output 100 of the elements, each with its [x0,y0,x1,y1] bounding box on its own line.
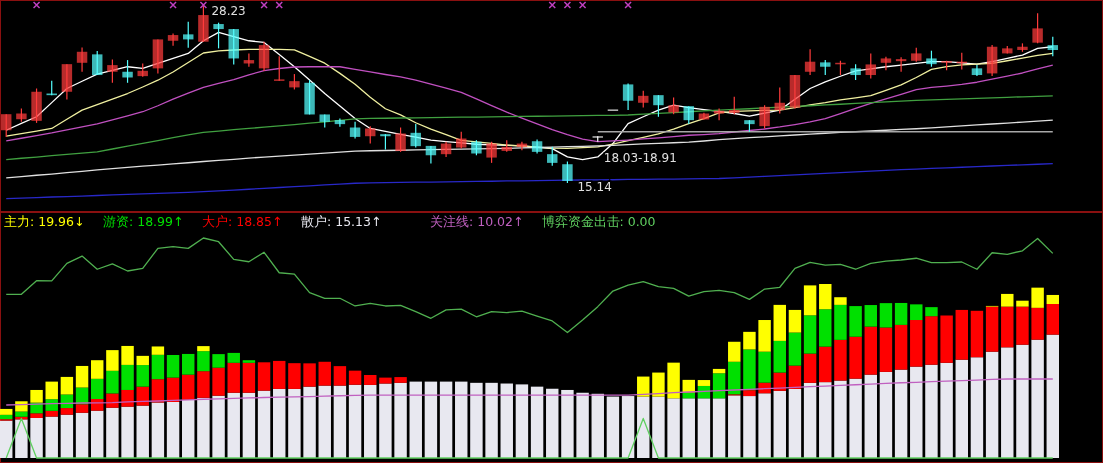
candlestick [547,146,558,167]
bar [546,388,559,458]
bar [455,381,468,458]
bar [667,398,680,458]
candlestick [258,41,270,72]
bar [15,411,28,417]
bar [303,386,316,458]
candlestick [122,59,133,84]
annotation: 15.14 [577,180,612,194]
bar [728,361,741,395]
bar [303,363,316,387]
bar [621,396,635,458]
bar [379,383,392,458]
candlestick [76,46,88,73]
bar [788,388,802,458]
bar [151,354,165,380]
bar [743,396,756,458]
bar [515,384,529,458]
text: 散户: 15.13↑ [301,214,382,229]
bar [0,420,13,458]
bar [894,369,908,458]
bar [803,382,817,458]
bar [743,349,756,391]
bar [682,398,695,458]
candlestick [713,107,725,121]
bar [1001,306,1014,348]
bar [166,377,180,402]
bar [182,399,195,458]
bar [288,388,301,458]
bar [1016,300,1029,307]
bar [788,365,802,389]
bar [333,385,347,458]
bar [773,390,786,458]
bar [30,413,43,418]
bar [242,362,256,393]
text: 主力: 19.96↓ [4,214,85,229]
bar [788,332,802,366]
candlestick [1047,36,1059,57]
bar [849,378,862,458]
candlestick [107,58,118,84]
candlestick [653,94,664,118]
bar [879,371,893,458]
bar [106,393,119,408]
bar [500,383,513,458]
bar [75,365,89,388]
candlestick [759,104,770,130]
bar [136,386,149,406]
bar [121,364,134,390]
bar [667,362,680,399]
bar [197,351,210,372]
bar [652,396,665,458]
candlestick [486,141,497,164]
bar [212,367,225,396]
bar [227,352,240,363]
bar [60,376,74,395]
bar [273,360,286,389]
bar [45,416,58,458]
bar [394,377,407,383]
bar [242,392,256,458]
bar [819,309,832,347]
bar [728,395,741,458]
bar [758,393,771,458]
bar [30,389,43,403]
bar [45,381,58,400]
bar [121,406,134,458]
bar [394,382,407,458]
bar [697,380,711,386]
bar [212,395,225,458]
bar [60,414,74,458]
bar [834,304,847,340]
bar [227,392,240,458]
bar [409,381,422,458]
bar [485,382,498,458]
bar [1031,287,1044,308]
bar [894,302,908,325]
bar [197,397,210,458]
bar [136,355,149,366]
bar [728,341,741,362]
bar [197,371,210,398]
bar [364,375,377,385]
bar [197,346,210,352]
bar [166,354,180,378]
bar [1031,339,1044,458]
bar [910,366,923,458]
bar [606,396,620,458]
bar [743,390,756,397]
bar [879,327,893,372]
candlestick [1032,12,1043,44]
bar [758,351,771,383]
bar [940,362,953,458]
bar [652,372,665,397]
bar [75,412,89,458]
bar [91,399,104,411]
bar [864,374,877,458]
candlestick [395,126,406,153]
bar [894,324,908,370]
bar [439,381,453,458]
bar [15,401,28,412]
candlestick [865,52,876,80]
bar [712,373,726,399]
